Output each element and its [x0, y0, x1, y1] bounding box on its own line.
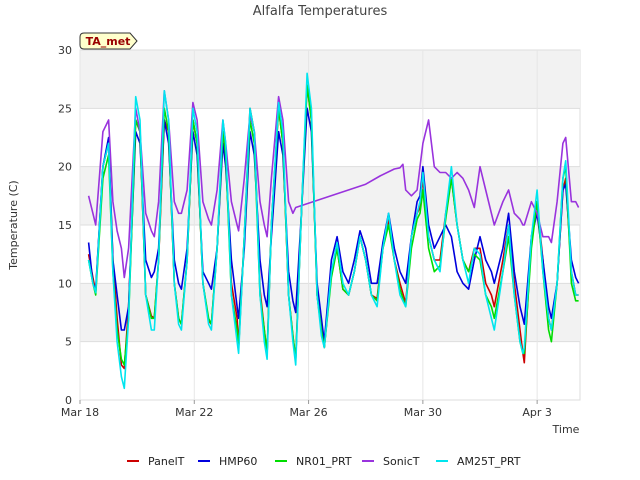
legend: PanelT HMP60 NR01_PRT SonicT AM25T_PRT — [127, 455, 521, 468]
legend-label-panelt: PanelT — [148, 455, 185, 468]
x-axis-ticks: Mar 18 Mar 22 Mar 26 Mar 30 Apr 3 — [61, 400, 552, 419]
y-tick-label: 10 — [58, 277, 72, 290]
legend-label-hmp60: HMP60 — [219, 455, 257, 468]
series-lines — [87, 72, 580, 390]
series-line-hmp60 — [87, 107, 580, 343]
legend-label-am25t-prt: AM25T_PRT — [457, 455, 521, 468]
x-tick-label: Apr 3 — [522, 406, 552, 419]
y-tick-label: 15 — [58, 219, 72, 232]
x-tick-label: Mar 18 — [61, 406, 99, 419]
y-tick-label: 0 — [65, 394, 72, 407]
x-tick-label: Mar 22 — [175, 406, 213, 419]
y-tick-label: 30 — [58, 44, 72, 57]
x-axis-label: Time — [552, 423, 580, 436]
x-tick-label: Mar 30 — [404, 406, 442, 419]
badge-label: TA_met — [86, 35, 131, 48]
badge: TA_met — [79, 32, 138, 50]
background-band — [80, 50, 580, 109]
chart-title: Alfalfa Temperatures — [253, 4, 388, 19]
y-tick-label: 5 — [65, 336, 72, 349]
grid-lines — [79, 49, 580, 401]
y-axis-ticks: 0 5 10 15 20 25 30 — [58, 44, 72, 407]
x-tick-label: Mar 26 — [289, 406, 327, 419]
y-tick-label: 25 — [58, 102, 72, 115]
y-tick-label: 20 — [58, 161, 72, 174]
legend-label-nr01-prt: NR01_PRT — [296, 455, 352, 468]
legend-label-sonict: SonicT — [383, 455, 420, 468]
y-axis-label: Temperature (C) — [7, 180, 20, 270]
badge-shape — [79, 32, 138, 50]
series-line-am25t-prt — [87, 72, 579, 390]
series-line-sonict — [87, 90, 580, 279]
